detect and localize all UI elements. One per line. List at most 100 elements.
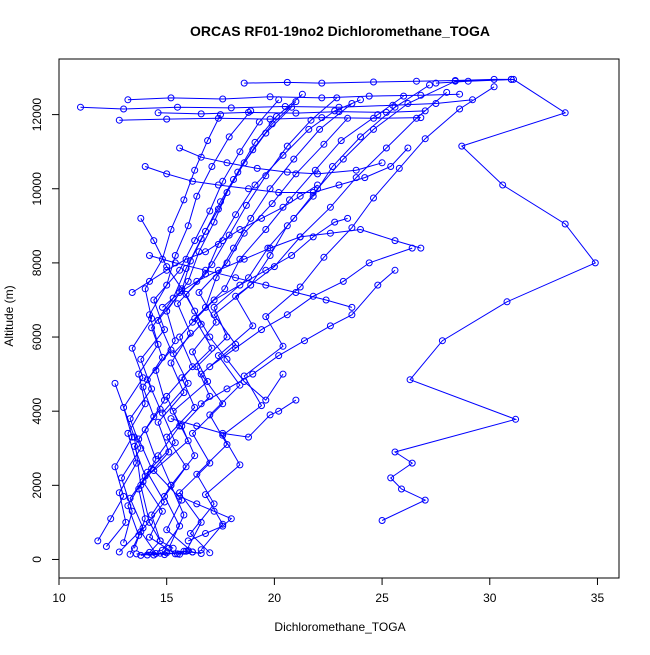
data-point bbox=[320, 140, 328, 148]
data-point bbox=[202, 266, 209, 274]
data-point bbox=[227, 515, 235, 523]
data-point bbox=[339, 277, 347, 285]
data-point bbox=[206, 363, 214, 371]
series-line bbox=[381, 78, 597, 521]
data-point bbox=[292, 170, 300, 178]
data-point bbox=[163, 115, 171, 123]
data-point bbox=[275, 189, 283, 196]
data-point bbox=[171, 337, 179, 345]
data-point bbox=[163, 526, 171, 534]
data-point bbox=[210, 507, 218, 515]
data-point bbox=[378, 517, 386, 524]
data-point bbox=[202, 303, 209, 311]
data-point bbox=[314, 185, 321, 193]
data-point bbox=[262, 172, 270, 180]
data-point bbox=[176, 266, 184, 274]
data-point bbox=[296, 283, 304, 291]
data-point bbox=[247, 281, 255, 289]
data-point bbox=[290, 155, 298, 163]
data-point bbox=[316, 125, 324, 133]
data-point bbox=[124, 96, 132, 104]
data-point bbox=[146, 518, 153, 526]
data-point bbox=[111, 463, 119, 471]
series-33 bbox=[128, 181, 321, 296]
series-16 bbox=[77, 96, 476, 113]
series-line bbox=[170, 399, 297, 438]
data-point bbox=[387, 474, 395, 482]
data-point bbox=[130, 442, 138, 450]
data-point bbox=[311, 166, 319, 174]
data-point bbox=[245, 108, 252, 116]
data-point bbox=[451, 77, 459, 84]
data-point bbox=[193, 277, 201, 285]
data-point bbox=[283, 142, 291, 150]
data-point bbox=[512, 415, 520, 423]
data-point bbox=[163, 263, 171, 271]
y-tick-label: 0 bbox=[30, 556, 44, 563]
data-point bbox=[208, 261, 216, 269]
data-point bbox=[137, 214, 145, 222]
data-point bbox=[163, 433, 171, 441]
series-29 bbox=[146, 252, 356, 311]
data-point bbox=[232, 344, 240, 352]
data-point bbox=[115, 116, 123, 124]
series-line bbox=[179, 147, 383, 175]
data-point bbox=[322, 296, 330, 304]
x-axis-label: Dichloromethane_TOGA bbox=[274, 620, 405, 634]
series-line bbox=[161, 95, 404, 551]
series-24 bbox=[189, 214, 352, 326]
data-point bbox=[421, 107, 429, 115]
data-point bbox=[236, 255, 244, 263]
data-point bbox=[202, 248, 209, 256]
data-point bbox=[197, 153, 205, 161]
data-point bbox=[232, 274, 240, 282]
data-point bbox=[150, 413, 158, 421]
y-tick-label: 2000 bbox=[30, 472, 44, 499]
data-point bbox=[266, 93, 274, 101]
data-point bbox=[348, 311, 356, 319]
series-layer bbox=[77, 75, 599, 559]
data-point bbox=[120, 404, 128, 411]
data-point bbox=[156, 549, 164, 557]
series-line bbox=[114, 383, 174, 549]
data-point bbox=[126, 494, 134, 502]
series-line bbox=[200, 86, 495, 551]
data-point bbox=[158, 409, 166, 417]
series-11 bbox=[137, 94, 341, 557]
data-point bbox=[507, 75, 515, 83]
data-point bbox=[249, 322, 257, 330]
data-point bbox=[352, 174, 360, 182]
data-point bbox=[202, 491, 209, 499]
data-point bbox=[331, 107, 339, 115]
data-point bbox=[180, 389, 188, 397]
series-23 bbox=[137, 214, 287, 404]
series-19 bbox=[124, 90, 464, 104]
data-point bbox=[167, 481, 175, 489]
data-point bbox=[283, 168, 291, 176]
data-point bbox=[417, 114, 425, 122]
data-point bbox=[240, 255, 248, 263]
series-line bbox=[119, 117, 421, 121]
series-line bbox=[149, 255, 353, 308]
data-point bbox=[217, 111, 224, 119]
data-point bbox=[137, 355, 145, 363]
data-point bbox=[236, 461, 244, 469]
series-line bbox=[162, 228, 421, 308]
data-point bbox=[417, 91, 425, 99]
data-point bbox=[135, 435, 143, 443]
data-point bbox=[150, 296, 158, 304]
data-point bbox=[421, 135, 429, 143]
data-point bbox=[438, 337, 446, 345]
series-line bbox=[192, 217, 348, 323]
data-point bbox=[182, 290, 190, 298]
data-point bbox=[219, 177, 227, 185]
data-point bbox=[206, 411, 214, 419]
data-point bbox=[242, 201, 250, 209]
data-point bbox=[357, 133, 364, 141]
data-point bbox=[146, 252, 153, 259]
series-12 bbox=[197, 83, 498, 554]
data-point bbox=[370, 78, 377, 86]
data-point bbox=[197, 110, 205, 118]
data-point bbox=[189, 348, 196, 356]
data-point bbox=[309, 192, 317, 200]
